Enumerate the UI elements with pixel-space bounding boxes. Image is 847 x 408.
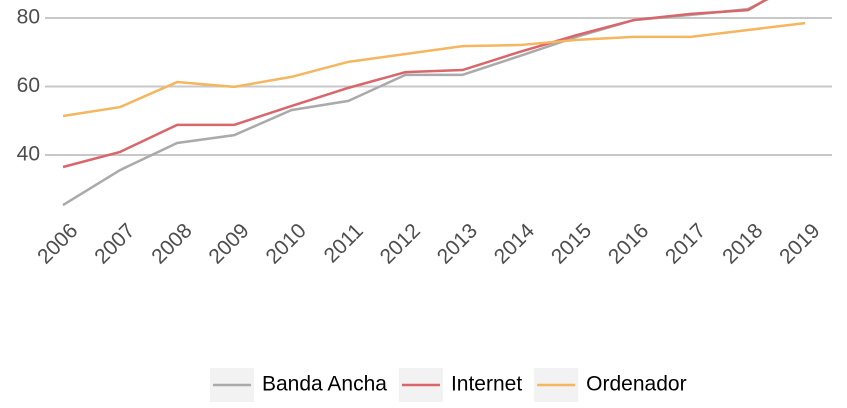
- y-tick-label: 80: [17, 6, 40, 29]
- line: [62, 21, 806, 118]
- x-tick-label: 2016: [604, 219, 653, 268]
- x-tick-label: 2008: [147, 219, 196, 268]
- x-tick-label: 2013: [433, 219, 482, 268]
- line: [62, 0, 768, 169]
- x-tick-label: 2011: [320, 219, 368, 267]
- line: [62, 0, 769, 207]
- x-tick-label: 2012: [376, 219, 425, 268]
- x-tick-label: 2010: [261, 219, 310, 268]
- grid: [45, 17, 832, 156]
- legend: Banda Ancha Internet Ordenador: [210, 368, 687, 402]
- x-tick-label: 2014: [490, 219, 540, 269]
- y-tick-label: 60: [17, 74, 40, 97]
- legend-label: Internet: [451, 373, 522, 396]
- x-tick-label: 2015: [547, 219, 596, 268]
- legend-label: Ordenador: [586, 373, 686, 396]
- x-tick-label: 2019: [775, 219, 824, 268]
- plot-area: [62, 0, 806, 207]
- x-tick-label: 2009: [204, 219, 253, 268]
- x-tick-label: 2006: [33, 219, 82, 268]
- legend-label: Banda Ancha: [262, 373, 387, 396]
- x-tick-label: 2017: [661, 219, 710, 268]
- y-tick-label: 40: [17, 143, 40, 166]
- x-tick-label: 2007: [90, 219, 139, 268]
- x-tick-label: 2018: [718, 219, 767, 268]
